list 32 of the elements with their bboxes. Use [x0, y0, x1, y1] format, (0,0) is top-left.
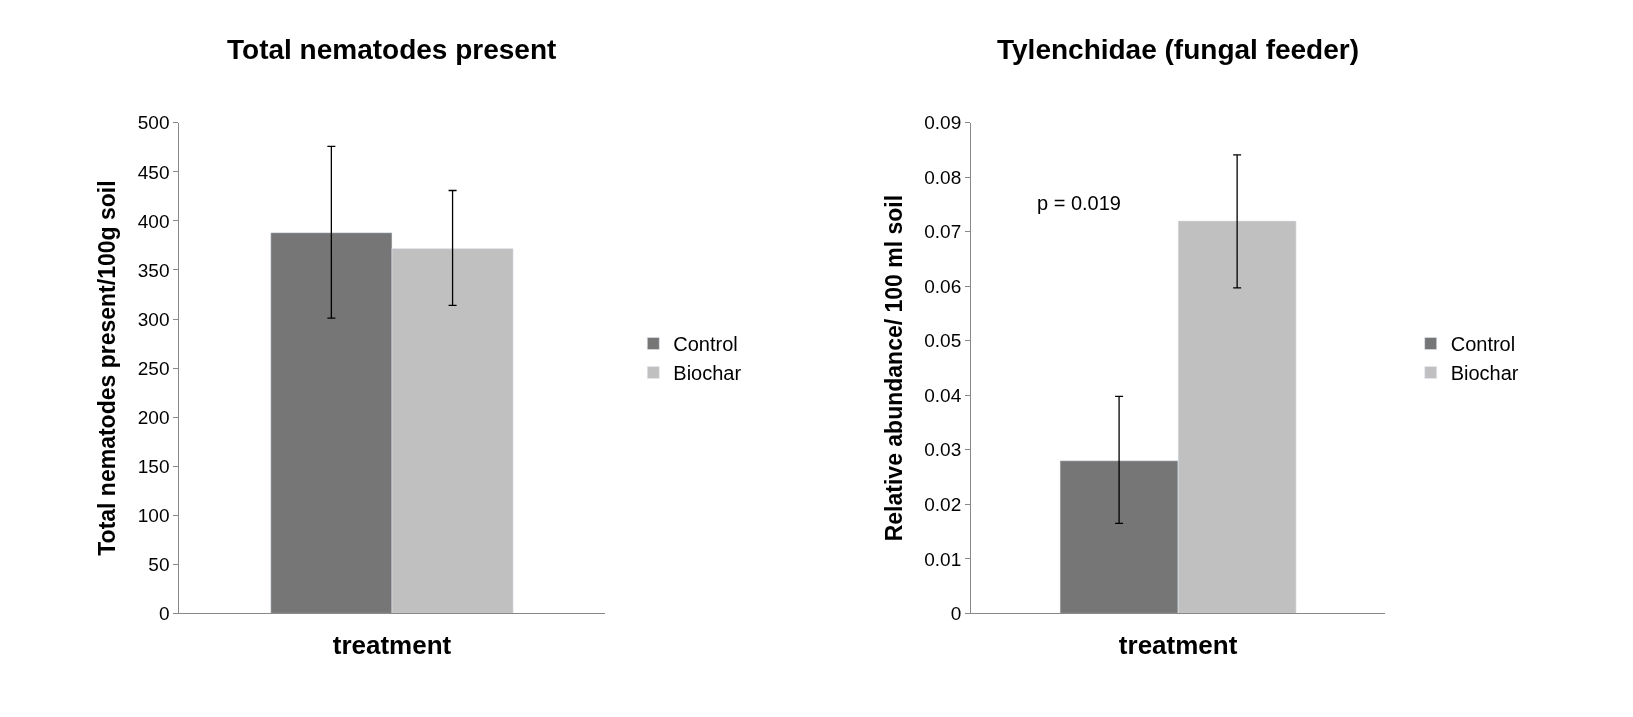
legend-label: Control [1450, 333, 1516, 356]
x-axis-title: treatment [332, 630, 452, 661]
y-tick-label: 100 [137, 504, 170, 526]
y-tick-label: 0 [158, 603, 170, 625]
y-tick-label: 0.04 [924, 384, 962, 406]
annotation: p = 0.019 [1037, 192, 1121, 214]
y-axis-title: Relative abundance/ 100 ml soil [880, 194, 907, 542]
y-tick-label: 0.03 [924, 439, 962, 461]
y-tick-label: 150 [137, 455, 170, 477]
y-tick-label: 0.08 [924, 166, 962, 188]
y-tick-label: 0.02 [924, 494, 962, 515]
x-axis-title: treatment [1118, 630, 1238, 661]
y-tick-label: 500 [137, 112, 170, 134]
y-tick-label: 0.05 [924, 330, 962, 352]
y-tick-label: 0.07 [924, 221, 962, 243]
y-tick-label: 400 [137, 210, 170, 232]
y-tick-label: 350 [137, 259, 170, 281]
chart-title: Total nematodes present [227, 34, 557, 65]
y-tick-label: 0 [950, 603, 962, 625]
y-tick-label: 0.09 [924, 112, 962, 134]
legend-label: Biochar [1450, 362, 1519, 385]
y-tick-label: 450 [137, 161, 170, 183]
legend-label: Biochar [673, 362, 742, 385]
legend-label: Control [673, 333, 738, 356]
y-tick-label: 200 [137, 406, 170, 428]
y-tick-label: 0.01 [924, 548, 962, 570]
y-tick-label: 300 [137, 308, 170, 330]
y-axis-title: Total nematodes present/100g soil [94, 180, 121, 556]
y-tick-label: 250 [137, 357, 170, 379]
y-tick-label: 0.06 [924, 275, 962, 297]
y-tick-label: 50 [148, 553, 170, 575]
chart-title: Tylenchidae (fungal feeder) [997, 34, 1359, 65]
